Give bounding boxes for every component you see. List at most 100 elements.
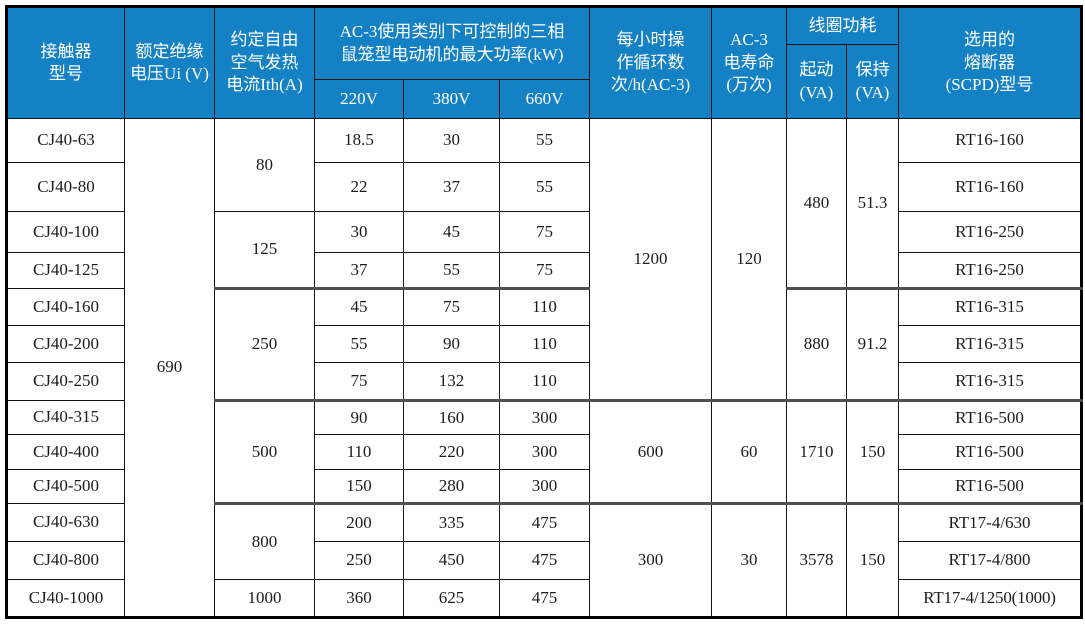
header-row-3: 220V 380V 660V [7,79,1082,119]
cell-model: CJ40-315 [6,400,125,435]
cell-ith: 250 [214,288,315,402]
cell-coil-hold: 150 [846,400,899,505]
cell-kw-380: 75 [403,288,500,326]
cell-kw-380: 55 [403,252,500,290]
cell-kw-660: 55 [499,162,590,212]
cell-fuse: RT17-4/1250(1000) [898,579,1082,618]
table-row: CJ40-125 37 55 75 RT16-250 [6,252,1082,290]
cell-kw-380: 132 [403,362,500,402]
cell-kw-220: 37 [314,252,404,290]
cell-fuse: RT17-4/800 [898,541,1082,580]
cell-ith: 125 [214,211,315,290]
cell-model: CJ40-80 [6,162,125,212]
col-header-insulation-voltage: 额定绝缘 电压Ui (V) [124,6,215,119]
cell-fuse: RT16-250 [898,252,1082,290]
cell-life: 120 [711,118,787,402]
col-header-electrical-life: AC-3 电寿命 (万次) [711,6,787,119]
cell-kw-220: 55 [314,325,404,363]
cell-fuse: RT16-160 [898,118,1082,163]
table-row: CJ40-63 690 80 18.5 30 55 1200 120 480 5… [6,118,1082,618]
cell-model: CJ40-125 [6,252,125,289]
col-header-coil-power: 线圈功耗 [786,6,899,45]
contactor-spec-table: 接触器 型号 额定绝缘 电压Ui (V) 约定自由 空气发热 电流Ith(A) … [5,5,1083,619]
cell-life: 30 [711,503,787,618]
cell-kw-380: 45 [403,211,500,253]
cell-ith: 1000 [214,579,315,618]
cell-fuse: RT16-250 [898,211,1082,253]
cell-kw-220: 250 [314,541,404,580]
cell-model: CJ40-200 [6,325,125,363]
cell-fuse: RT16-500 [898,434,1082,470]
cell-kw-660: 475 [499,579,590,618]
cell-kw-220: 22 [314,162,404,212]
cell-kw-380: 280 [403,469,500,505]
cell-kw-220: 110 [314,434,404,470]
cell-ith: 80 [214,118,315,212]
cell-kw-380: 37 [403,162,500,212]
cell-ui-voltage: 690 [124,118,215,618]
table-header: 接触器 型号 额定绝缘 电压Ui (V) 约定自由 空气发热 电流Ith(A) … [6,6,1082,119]
cell-coil-start: 480 [786,118,847,290]
col-header-cycles: 每小时操 作循环数 次/h(AC-3) [589,6,712,119]
table-row: CJ40-500 150 280 300 RT16-500 [6,469,1082,505]
table-row: CJ40-1000 1000 360 625 475 RT17-4/1250(1… [6,579,1082,618]
cell-cycles: 300 [589,503,712,618]
cell-kw-380: 450 [403,541,500,580]
cell-ith: 500 [214,400,315,505]
cell-kw-660: 110 [499,288,590,326]
table-row: CJ40-160 250 45 75 110 880 91.2 RT16-315 [6,288,1082,402]
table-body: CJ40-63 690 80 18.5 30 55 1200 120 480 5… [6,118,1082,618]
cell-model: CJ40-250 [6,362,125,401]
cell-fuse: RT16-315 [898,362,1082,402]
cell-cycles: 1200 [589,118,712,402]
col-header-coil-hold: 保持 (VA) [846,44,899,119]
cell-kw-380: 625 [403,579,500,618]
cell-model: CJ40-800 [6,541,125,580]
cell-fuse: RT16-315 [898,325,1082,363]
cell-fuse: RT16-160 [898,162,1082,212]
header-row-2: 起动 (VA) 保持 (VA) [7,44,1082,119]
col-header-thermal-current: 约定自由 空气发热 电流Ith(A) [214,6,315,119]
cell-kw-660: 475 [499,503,590,542]
cell-kw-660: 75 [499,252,590,290]
cell-model: CJ40-63 [6,118,125,163]
col-header-coil-start: 起动 (VA) [786,44,847,119]
cell-coil-hold: 91.2 [846,288,899,402]
cell-kw-380: 30 [403,118,500,163]
header-row-1: 接触器 型号 额定绝缘 电压Ui (V) 约定自由 空气发热 电流Ith(A) … [6,6,1082,119]
col-header-kw-group: AC-3使用类别下可控制的三相 鼠笼型电动机的最大功率(kW) [314,6,590,80]
cell-model: CJ40-500 [6,469,125,504]
cell-kw-220: 18.5 [314,118,404,163]
cell-kw-220: 30 [314,211,404,253]
table-row: CJ40-630 800 200 335 475 300 30 3578 150… [6,503,1082,618]
cell-kw-660: 75 [499,211,590,253]
cell-kw-220: 150 [314,469,404,505]
cell-kw-380: 220 [403,434,500,470]
cell-kw-660: 475 [499,541,590,580]
cell-kw-220: 90 [314,400,404,435]
cell-kw-660: 55 [499,118,590,163]
cell-kw-380: 335 [403,503,500,542]
cell-coil-start: 1710 [786,400,847,505]
cell-kw-380: 90 [403,325,500,363]
table-row: CJ40-250 75 132 110 RT16-315 [6,362,1082,402]
col-header-fuse: 选用的 熔断器 (SCPD)型号 [898,6,1082,119]
table-row: CJ40-200 55 90 110 RT16-315 [6,325,1082,363]
cell-cycles: 600 [589,400,712,505]
table-row: CJ40-80 22 37 55 RT16-160 [6,162,1082,212]
cell-model: CJ40-630 [6,503,125,542]
cell-kw-660: 300 [499,469,590,505]
cell-fuse: RT16-500 [898,469,1082,505]
cell-kw-660: 110 [499,325,590,363]
cell-kw-220: 45 [314,288,404,326]
cell-kw-220: 200 [314,503,404,542]
col-header-220v: 220V [314,79,404,119]
cell-model: CJ40-160 [6,288,125,326]
cell-coil-hold: 150 [846,503,899,618]
col-header-380v: 380V [403,79,500,119]
cell-kw-660: 110 [499,362,590,402]
cell-coil-start: 880 [786,288,847,402]
cell-kw-660: 300 [499,434,590,470]
cell-model: CJ40-1000 [6,579,125,618]
